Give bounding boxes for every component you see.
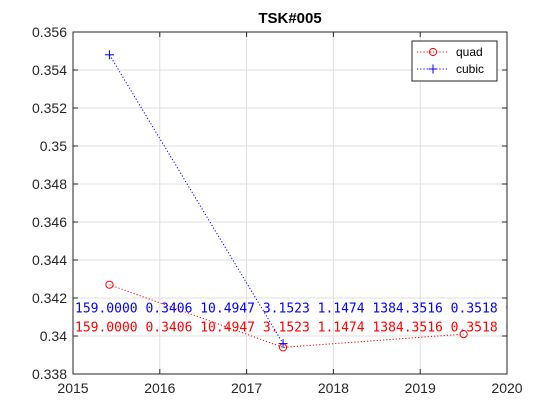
plot-background bbox=[73, 32, 507, 374]
legend-label: quad bbox=[456, 45, 483, 59]
x-tick-label: 2016 bbox=[144, 380, 175, 396]
y-tick-label: 0.346 bbox=[32, 214, 67, 230]
axes-box bbox=[72, 31, 508, 375]
annotation-cubic: 159.0000 0.3406 10.4947 3.1523 1.1474 13… bbox=[75, 302, 537, 317]
y-axis: 0.338 0.34 0.342 0.344 0.346 0.348 0.35 0.352 0.… bbox=[32, 24, 507, 382]
x-tick-label: 2020 bbox=[491, 380, 522, 396]
y-tick-label: 0.35 bbox=[40, 138, 67, 154]
y-tick-label: 0.354 bbox=[32, 62, 67, 78]
x-tick-label: 2017 bbox=[231, 380, 262, 396]
x-axis: 2015 2016 2017 2018 2019 2020 bbox=[57, 32, 523, 396]
y-tick-label: 0.352 bbox=[32, 100, 67, 116]
legend-box bbox=[411, 40, 498, 82]
x-tick-label: 2019 bbox=[405, 380, 436, 396]
y-tick-label: 0.344 bbox=[32, 252, 67, 268]
annotation-quad: 159.0000 0.3406 10.4947 3.1523 1.1474 13… bbox=[75, 321, 537, 336]
legend-item-quad: quad bbox=[417, 45, 483, 59]
data-point-quad bbox=[105, 280, 114, 289]
legend-label: cubic bbox=[456, 62, 484, 76]
x-tick-label: 2018 bbox=[318, 380, 349, 396]
y-tick-label: 0.342 bbox=[32, 290, 67, 306]
y-tick-label: 0.338 bbox=[32, 366, 67, 382]
plot-area: 159.0000 0.3406 10.4947 3.1523 1.1474 13… bbox=[75, 50, 537, 352]
y-tick-label: 0.34 bbox=[40, 328, 67, 344]
x-tick-label: 2015 bbox=[57, 380, 88, 396]
data-point-quad bbox=[459, 330, 468, 339]
y-tick-label: 0.348 bbox=[32, 176, 67, 192]
grid bbox=[72, 31, 508, 375]
data-point-cubic bbox=[104, 50, 114, 60]
series-line-quad bbox=[109, 284, 464, 348]
legend: quad cubic bbox=[411, 40, 498, 82]
legend-marker bbox=[428, 47, 438, 57]
data-point-cubic bbox=[278, 339, 288, 349]
legend-marker bbox=[428, 64, 438, 74]
y-tick-label: 0.356 bbox=[32, 24, 67, 40]
chart-title: TSK#005 bbox=[258, 10, 321, 27]
legend-item-cubic: cubic bbox=[417, 62, 484, 76]
